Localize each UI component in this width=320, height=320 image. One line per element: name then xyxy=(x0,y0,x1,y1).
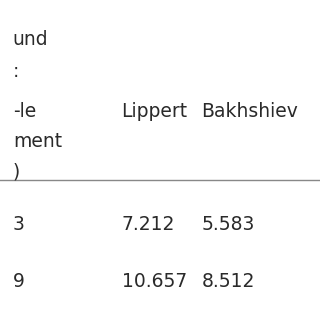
Text: 5.583: 5.583 xyxy=(202,215,255,234)
Text: :: : xyxy=(13,62,19,81)
Text: 10.657: 10.657 xyxy=(122,272,187,291)
Text: 9: 9 xyxy=(13,272,25,291)
Text: 8.512: 8.512 xyxy=(202,272,255,291)
Text: und: und xyxy=(13,30,48,49)
Text: ): ) xyxy=(13,162,20,181)
Text: -le: -le xyxy=(13,102,36,121)
Text: 3: 3 xyxy=(13,215,25,234)
Text: ment: ment xyxy=(13,132,62,151)
Text: 7.212: 7.212 xyxy=(122,215,175,234)
Text: Lippert: Lippert xyxy=(122,102,188,121)
Text: Bakhshiev: Bakhshiev xyxy=(202,102,299,121)
